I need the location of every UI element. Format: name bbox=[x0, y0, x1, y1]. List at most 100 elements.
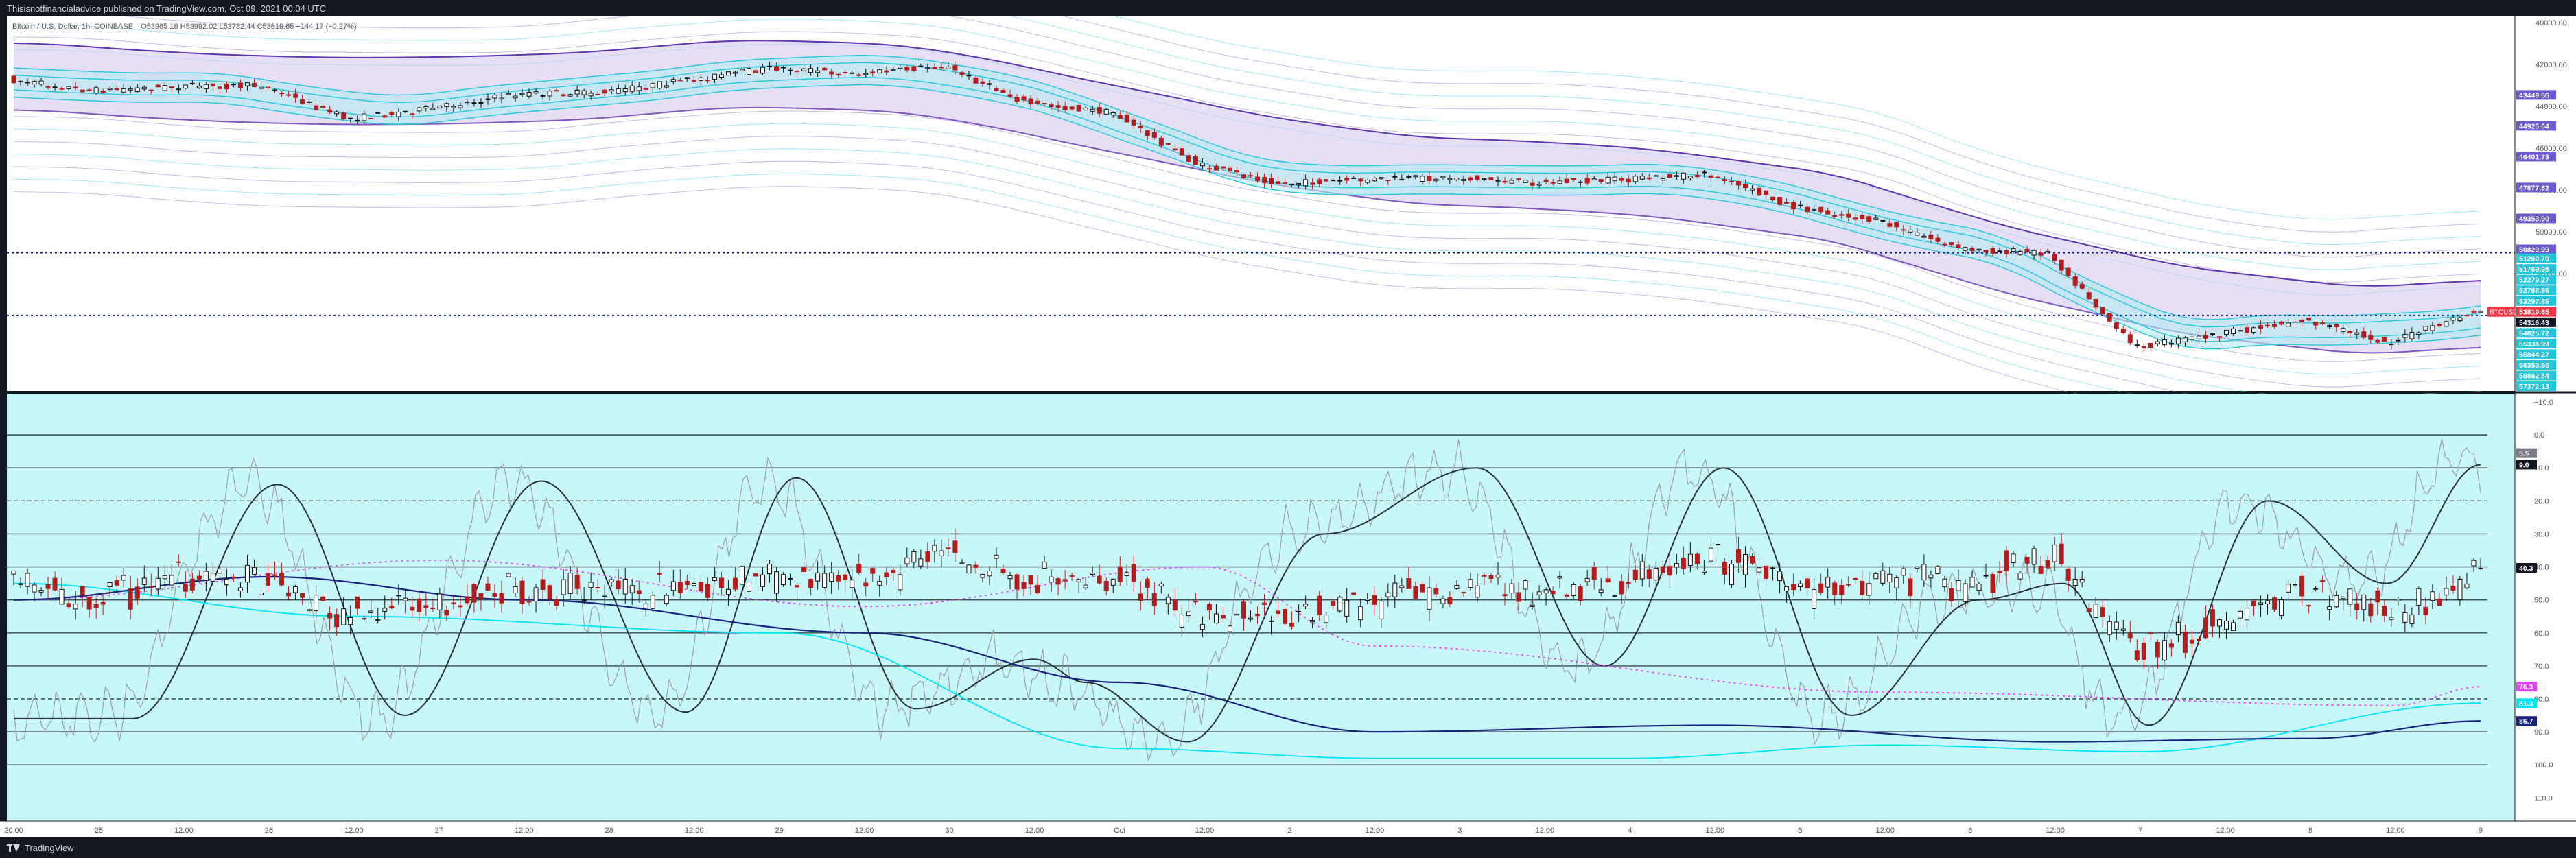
osc-candle-body bbox=[2148, 632, 2153, 634]
osc-candle-body bbox=[1454, 584, 1460, 589]
candle-body bbox=[93, 87, 99, 94]
price-scale[interactable]: 40000.0042000.0044000.0046000.0048000.00… bbox=[0, 16, 2576, 821]
osc-candle-body bbox=[2341, 596, 2346, 599]
candle-body bbox=[1619, 178, 1624, 181]
osc-candle-body bbox=[2430, 591, 2435, 601]
symbol-title: Bitcoin / U.S. Dollar, 1h, COINBASE O539… bbox=[12, 23, 357, 31]
osc-candle bbox=[2079, 571, 2085, 588]
osc-candle-body bbox=[266, 573, 271, 586]
osc-candle bbox=[767, 560, 773, 583]
price-candle bbox=[451, 104, 456, 112]
osc-candle-body bbox=[2114, 621, 2119, 630]
price-candle bbox=[1550, 179, 1556, 186]
time-tick-label: 12:00 bbox=[1025, 826, 1044, 835]
osc-candle-body bbox=[1083, 584, 1088, 588]
price-candle bbox=[1131, 116, 1136, 129]
price-candle bbox=[650, 82, 655, 93]
osc-candle-body bbox=[141, 577, 147, 585]
osc-candle-body bbox=[1990, 574, 1995, 593]
time-tick-label: 12:00 bbox=[2046, 826, 2065, 835]
candle-body bbox=[1283, 182, 1288, 184]
oscillator-pane[interactable] bbox=[7, 394, 2515, 821]
price-candle bbox=[1605, 172, 1611, 184]
price-candle bbox=[396, 108, 401, 121]
osc-candle bbox=[643, 599, 648, 617]
price-candle bbox=[2175, 335, 2181, 348]
price-candle bbox=[1420, 173, 1425, 185]
osc-value-badge: 86.7 bbox=[2516, 716, 2537, 726]
osc-candle bbox=[2065, 566, 2071, 592]
fast-oscillator-line bbox=[13, 438, 2481, 761]
price-candle bbox=[657, 81, 662, 90]
osc-candle-body bbox=[2079, 579, 2085, 583]
osc-candle-body bbox=[1901, 568, 1906, 576]
osc-candle-body bbox=[856, 564, 862, 573]
osc-candle bbox=[1379, 597, 1384, 628]
price-candle bbox=[946, 61, 951, 69]
osc-candle-body bbox=[980, 573, 985, 578]
osc-candle-body bbox=[959, 562, 965, 564]
candle-body bbox=[2059, 259, 2064, 271]
candle-body bbox=[1482, 178, 1487, 180]
osc-candle-body bbox=[1248, 617, 1254, 620]
price-candle bbox=[1990, 246, 1995, 257]
candle-body bbox=[870, 71, 876, 74]
candle-body bbox=[2382, 337, 2387, 342]
osc-candle bbox=[1172, 588, 1178, 617]
osc-candle-body bbox=[939, 550, 944, 556]
candle-body bbox=[499, 97, 504, 99]
osc-candle bbox=[664, 593, 669, 606]
osc-candle bbox=[918, 549, 924, 570]
osc-candle-body bbox=[1536, 591, 1542, 595]
osc-candle-body bbox=[616, 580, 621, 590]
price-candle bbox=[2457, 316, 2463, 322]
osc-candle bbox=[1482, 573, 1487, 586]
price-candle bbox=[1351, 176, 1357, 179]
osc-candle-body bbox=[946, 547, 951, 549]
osc-candle bbox=[622, 567, 628, 604]
candle-body bbox=[2148, 342, 2153, 348]
osc-candle-body bbox=[664, 595, 669, 604]
osc-candle-body bbox=[423, 605, 429, 608]
candle-body bbox=[657, 81, 662, 89]
osc-candle bbox=[2402, 604, 2408, 632]
osc-candle-body bbox=[602, 595, 607, 597]
osc-candle bbox=[588, 573, 594, 600]
osc-candle-body bbox=[2100, 607, 2105, 617]
price-badge-box bbox=[2516, 307, 2556, 317]
price-badge-box bbox=[2516, 359, 2556, 370]
price-candle bbox=[1687, 176, 1693, 181]
candle-body bbox=[788, 69, 793, 71]
price-candle bbox=[375, 112, 381, 114]
price-candle bbox=[533, 88, 539, 95]
tradingview-brand[interactable]: TradingView bbox=[7, 843, 74, 853]
osc-candle bbox=[1598, 577, 1604, 597]
osc-candle-body bbox=[1674, 563, 1679, 568]
price-pane[interactable]: Bitcoin / U.S. Dollar, 1h, COINBASE O539… bbox=[7, 16, 2515, 438]
price-candle bbox=[973, 76, 979, 84]
candle-body bbox=[581, 90, 587, 95]
osc-candle bbox=[169, 564, 174, 591]
osc-candle bbox=[11, 570, 16, 586]
osc-candle bbox=[1667, 555, 1672, 588]
candle-body bbox=[1344, 178, 1350, 181]
price-candle bbox=[1632, 174, 1638, 184]
price-candle bbox=[485, 93, 491, 105]
osc-candle bbox=[980, 573, 985, 582]
price-badge: 54316.43 bbox=[2516, 317, 2556, 327]
candle-body bbox=[1598, 179, 1604, 182]
osc-candle-body bbox=[341, 608, 347, 625]
price-candle bbox=[1667, 169, 1672, 178]
candle-body bbox=[1035, 100, 1040, 104]
price-candle bbox=[430, 103, 436, 110]
price-candle bbox=[1757, 186, 1762, 197]
osc-candle-body bbox=[1846, 584, 1851, 586]
candle-body bbox=[1028, 98, 1033, 105]
chart-canvas[interactable]: Bitcoin / U.S. Dollar, 1h, COINBASE O539… bbox=[0, 16, 2576, 837]
price-candle bbox=[1007, 89, 1013, 99]
osc-candle bbox=[1777, 562, 1783, 593]
candle-body bbox=[781, 67, 786, 69]
price-candle bbox=[1379, 177, 1384, 180]
time-axis-background bbox=[0, 821, 2576, 837]
time-axis[interactable]: 20:00 25 12:00 26 12:00 27 12:00 28 12:00 29 12:00… bbox=[0, 820, 2576, 837]
